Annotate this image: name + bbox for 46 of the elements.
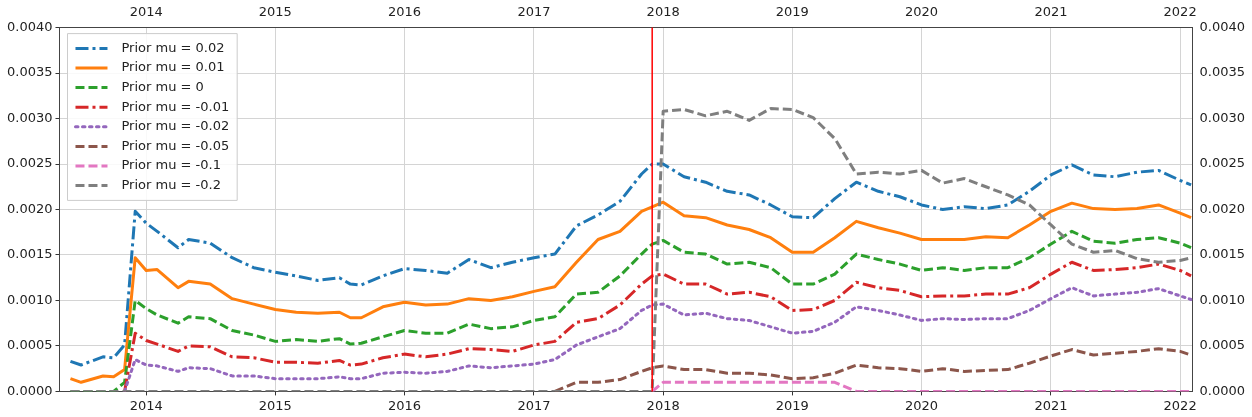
- y-tick-label: 0.0005: [6, 337, 53, 353]
- x2-tick-label: 2021: [1034, 4, 1068, 20]
- legend-label: Prior mu = 0: [121, 78, 204, 94]
- x2-tick-label: 2015: [258, 4, 292, 20]
- x-tick-label: 2014: [129, 397, 163, 413]
- y2-tick-label: 0.0010: [1199, 291, 1246, 307]
- y-tick-label: 0.0040: [6, 18, 53, 34]
- y-tick-label: 0.0015: [6, 246, 53, 262]
- x2-tick-label: 2020: [904, 4, 939, 20]
- y2-tick-label: 0.0020: [1199, 200, 1246, 216]
- y-tick-label: 0.0000: [6, 382, 53, 398]
- y2-tick-label: 0.0040: [1199, 18, 1246, 34]
- y-tick-label: 0.0025: [6, 155, 53, 171]
- legend-label: Prior mu = 0.01: [121, 59, 225, 75]
- legend-label: Prior mu = -0.1: [121, 157, 221, 173]
- y2-tick-label: 0.0005: [1199, 337, 1246, 353]
- legend-label: Prior mu = -0.05: [121, 137, 230, 153]
- x2-tick-label: 2016: [387, 4, 422, 20]
- line-series: [123, 260, 1193, 392]
- x-tick-label: 2015: [258, 397, 292, 413]
- x-tick-label: 2022: [1163, 397, 1197, 413]
- y-tick-label: 0.0035: [6, 64, 53, 80]
- y2-tick-label: 0.0030: [1199, 109, 1246, 125]
- x2-tick-label: 2018: [646, 4, 680, 20]
- x2-tick-label: 2017: [517, 4, 551, 20]
- legend-label: Prior mu = -0.02: [121, 118, 230, 134]
- x-tick-label: 2018: [646, 397, 680, 413]
- x2-tick-label: 2014: [129, 4, 163, 20]
- y-tick-label: 0.0020: [6, 200, 53, 216]
- y2-tick-label: 0.0015: [1199, 246, 1246, 262]
- y-tick-label: 0.0010: [6, 291, 53, 307]
- y2-tick-label: 0.0000: [1199, 382, 1246, 398]
- x-tick-label: 2019: [775, 397, 809, 413]
- y-tick-label: 0.0030: [6, 109, 53, 125]
- legend-label: Prior mu = -0.01: [121, 98, 230, 114]
- x2-tick-label: 2022: [1163, 4, 1197, 20]
- y2-tick-label: 0.0035: [1199, 64, 1246, 80]
- x2-tick-label: 2019: [775, 4, 809, 20]
- x-tick-label: 2017: [517, 397, 551, 413]
- x-tick-label: 2020: [904, 397, 939, 413]
- legend-label: Prior mu = 0.02: [121, 39, 225, 55]
- x-tick-label: 2021: [1034, 397, 1068, 413]
- x-tick-label: 2016: [387, 397, 422, 413]
- legend-label: Prior mu = -0.2: [121, 176, 221, 192]
- line-series: [123, 286, 1193, 392]
- y2-tick-label: 0.0025: [1199, 155, 1246, 171]
